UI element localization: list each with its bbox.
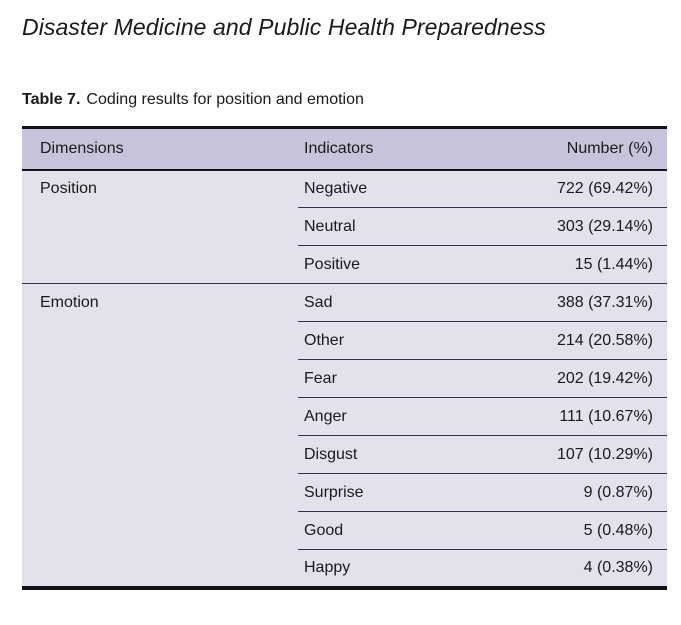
table-row: Anger 111 (10.67%): [22, 397, 667, 436]
dimension-cell: Position: [22, 169, 298, 208]
indicator-cell: Fear: [298, 359, 513, 398]
number-cell: 388 (37.31%): [513, 283, 667, 322]
dimension-cell: [22, 473, 298, 512]
dimension-cell: [22, 549, 298, 588]
table-row: Happy 4 (0.38%): [22, 549, 667, 588]
table-row: Neutral 303 (29.14%): [22, 207, 667, 246]
table-header: Dimensions Indicators Number (%): [22, 127, 667, 171]
table-row: Fear 202 (19.42%): [22, 359, 667, 398]
header-indicators: Indicators: [298, 127, 513, 171]
indicator-cell: Sad: [298, 283, 513, 322]
number-cell: 107 (10.29%): [513, 435, 667, 474]
journal-title: Disaster Medicine and Public Health Prep…: [22, 14, 546, 40]
coding-results-table: Dimensions Indicators Number (%) Positio…: [22, 126, 667, 590]
table-row: Good 5 (0.48%): [22, 511, 667, 550]
dimension-cell: [22, 321, 298, 360]
dimension-cell: Emotion: [22, 283, 298, 322]
table-row: Emotion Sad 388 (37.31%): [22, 283, 667, 322]
number-cell: 15 (1.44%): [513, 245, 667, 284]
dimension-cell: [22, 435, 298, 474]
number-cell: 722 (69.42%): [513, 169, 667, 208]
table-caption-text: Coding results for position and emotion: [86, 91, 364, 108]
number-cell: 5 (0.48%): [513, 511, 667, 550]
dimension-cell: [22, 397, 298, 436]
table-row: Other 214 (20.58%): [22, 321, 667, 360]
indicator-cell: Positive: [298, 245, 513, 284]
dimension-cell: [22, 207, 298, 246]
table-caption: Table 7. Coding results for position and …: [22, 89, 681, 111]
number-cell: 202 (19.42%): [513, 359, 667, 398]
table-row: Position Negative 722 (69.42%): [22, 169, 667, 208]
number-cell: 214 (20.58%): [513, 321, 667, 360]
indicator-cell: Good: [298, 511, 513, 550]
dimension-cell: [22, 511, 298, 550]
number-cell: 111 (10.67%): [513, 397, 667, 436]
header-row: Dimensions Indicators Number (%): [22, 127, 667, 171]
number-cell: 4 (0.38%): [513, 549, 667, 588]
table-row: Positive 15 (1.44%): [22, 245, 667, 284]
header-number: Number (%): [513, 127, 667, 171]
number-cell: 303 (29.14%): [513, 207, 667, 246]
dimension-cell: [22, 359, 298, 398]
indicator-cell: Happy: [298, 549, 513, 588]
header-dimensions: Dimensions: [22, 127, 298, 171]
number-cell: 9 (0.87%): [513, 473, 667, 512]
indicator-cell: Surprise: [298, 473, 513, 512]
indicator-cell: Other: [298, 321, 513, 360]
indicator-cell: Disgust: [298, 435, 513, 474]
table-row: Surprise 9 (0.87%): [22, 473, 667, 512]
indicator-cell: Anger: [298, 397, 513, 436]
dimension-cell: [22, 245, 298, 284]
table-row: Disgust 107 (10.29%): [22, 435, 667, 474]
table-body: Position Negative 722 (69.42%) Neutral 3…: [22, 169, 667, 588]
indicator-cell: Negative: [298, 169, 513, 208]
indicator-cell: Neutral: [298, 207, 513, 246]
table-caption-label: Table 7.: [22, 91, 81, 108]
